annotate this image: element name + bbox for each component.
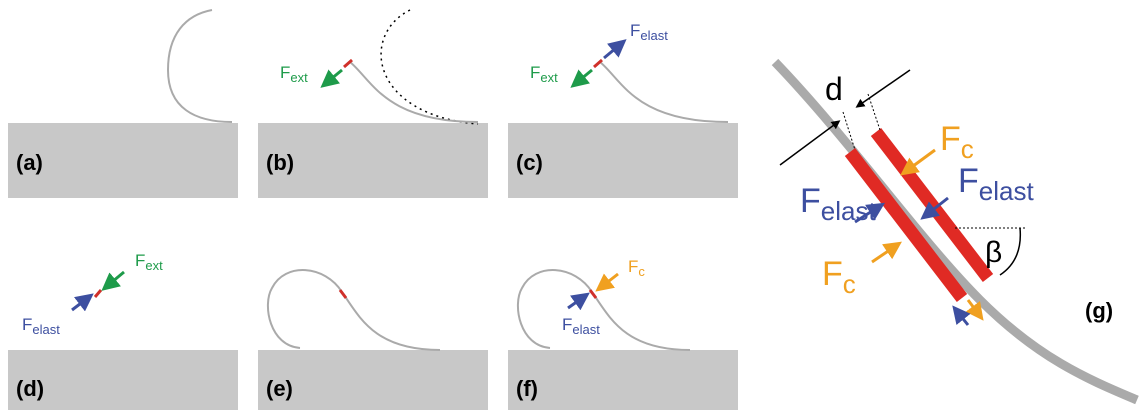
panel-b: Fext (b) bbox=[258, 10, 488, 198]
label-part: F bbox=[562, 315, 572, 334]
label-part: elast bbox=[32, 322, 60, 337]
label-part: F bbox=[530, 63, 540, 82]
label-part: F bbox=[800, 182, 821, 220]
label-part: elast bbox=[821, 196, 877, 226]
line-shape bbox=[858, 70, 910, 106]
label-part: F bbox=[135, 251, 145, 270]
panel-label: (g) bbox=[1085, 298, 1113, 323]
panel-label: (d) bbox=[16, 376, 44, 401]
label-part: c bbox=[843, 269, 856, 299]
panel-c: Fext Felast (c) bbox=[508, 21, 738, 198]
line-shape bbox=[340, 290, 346, 298]
panel-a: (a) bbox=[8, 10, 238, 198]
line-shape bbox=[568, 296, 585, 308]
label-part: elast bbox=[640, 28, 668, 43]
curve bbox=[268, 270, 440, 350]
line-shape bbox=[780, 122, 838, 165]
line-shape bbox=[600, 274, 618, 288]
line-shape bbox=[95, 290, 101, 297]
force-label: Felast bbox=[562, 315, 600, 337]
line-shape bbox=[956, 310, 968, 325]
label-part: elast bbox=[979, 176, 1035, 206]
label-part: c bbox=[961, 134, 974, 164]
line-shape bbox=[590, 290, 596, 298]
line-shape bbox=[575, 70, 592, 84]
curve bbox=[518, 270, 690, 350]
label-part: F bbox=[630, 21, 640, 40]
label-part: ext bbox=[540, 70, 558, 85]
label-part: F bbox=[628, 257, 638, 276]
panel-label: (a) bbox=[16, 150, 43, 175]
label-part: c bbox=[638, 264, 645, 279]
force-label: Fext bbox=[135, 251, 163, 273]
curve bbox=[381, 10, 478, 124]
ground bbox=[508, 350, 738, 410]
force-label: Fc bbox=[940, 120, 974, 164]
force-label: Fext bbox=[530, 63, 558, 85]
force-label: Felast bbox=[800, 182, 876, 226]
distance-label: d bbox=[825, 71, 843, 107]
panel-label: (b) bbox=[266, 150, 294, 175]
force-label: Fc bbox=[822, 255, 856, 299]
label-part: F bbox=[958, 162, 979, 200]
figure: (a) Fext (b) Fext Felast (c) Fext Felast… bbox=[0, 0, 1139, 410]
panel-label: (c) bbox=[516, 150, 543, 175]
panel-label: (f) bbox=[516, 376, 538, 401]
line-shape bbox=[72, 297, 89, 310]
force-label: Fext bbox=[280, 63, 308, 85]
force-label: Felast bbox=[22, 315, 60, 337]
force-label: Felast bbox=[958, 162, 1034, 206]
panel-f: Fc Felast (f) bbox=[508, 257, 738, 410]
force-label: Fc bbox=[628, 257, 645, 279]
curve bbox=[1000, 228, 1020, 275]
line-shape bbox=[905, 150, 935, 172]
label-part: F bbox=[940, 120, 961, 158]
label-part: F bbox=[280, 63, 290, 82]
line-shape bbox=[604, 43, 622, 58]
line-shape bbox=[868, 94, 880, 130]
line-shape bbox=[106, 272, 124, 287]
panel-label: (e) bbox=[266, 376, 293, 401]
label-part: F bbox=[822, 255, 843, 293]
label-part: ext bbox=[145, 258, 163, 273]
line-shape bbox=[325, 70, 342, 84]
panel-g: d β Fc Felast Felast Fc (g) bbox=[775, 62, 1137, 400]
label-part: elast bbox=[572, 322, 600, 337]
curve bbox=[168, 10, 232, 122]
line-shape bbox=[872, 245, 897, 262]
panel-e: (e) bbox=[258, 270, 488, 410]
label-part: F bbox=[22, 315, 32, 334]
curve bbox=[350, 62, 478, 122]
angle-label: β bbox=[985, 236, 1002, 269]
force-label: Felast bbox=[630, 21, 668, 43]
label-part: ext bbox=[290, 70, 308, 85]
panel-d: Fext Felast (d) bbox=[8, 251, 238, 410]
curve bbox=[600, 62, 728, 122]
